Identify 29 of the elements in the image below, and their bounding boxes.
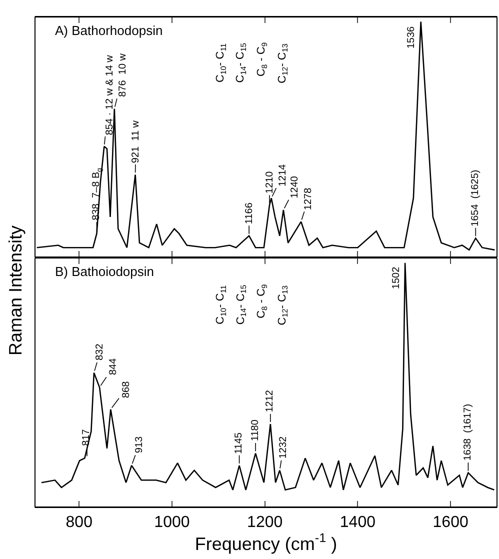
x-tick-label: 1200 (247, 514, 283, 532)
annotation: 1145 (234, 432, 245, 454)
annotation: 1638 (1617) (462, 404, 474, 461)
x-tick-label: 1000 (154, 514, 190, 532)
annotation: 1502 (391, 266, 402, 290)
annotation: 854 · 12 w & 14 w (104, 54, 116, 136)
annotation: 1232 (278, 436, 290, 459)
annotation: 1212 (264, 390, 276, 412)
annotation: 921 11 w (130, 120, 142, 164)
x-tick-label: 800 (66, 514, 93, 532)
annotation: 832 (94, 343, 106, 360)
annotation: 868 (120, 380, 132, 398)
chart-title: A) Bathorhodopsin (55, 23, 163, 38)
annotation: 1166 (244, 202, 255, 224)
x-tick-label: 1600 (432, 514, 468, 532)
annotation: 876 10 w (118, 52, 129, 97)
chart-title: B) Bathoiodopsin (55, 264, 154, 279)
annotation: 1278 (302, 187, 314, 210)
x-axis-title: Frequency (cm$^{-1}$ ) (194, 531, 338, 554)
y-axis-title: Raman Intensity (6, 224, 27, 356)
x-tick-label: 1400 (340, 514, 376, 532)
annotation: 1180 (250, 419, 262, 442)
annotation: 844 (108, 358, 119, 376)
annotation: 1536 (406, 26, 418, 49)
annotation: 1210 (264, 170, 276, 194)
annotation: 1214 (277, 164, 288, 187)
annotation: 1240 (290, 176, 301, 198)
annotation: 913 (134, 436, 145, 454)
annotation: 1654 (1625) (470, 170, 481, 226)
